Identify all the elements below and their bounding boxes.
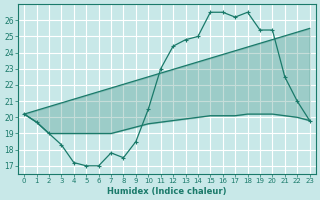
X-axis label: Humidex (Indice chaleur): Humidex (Indice chaleur)	[107, 187, 227, 196]
